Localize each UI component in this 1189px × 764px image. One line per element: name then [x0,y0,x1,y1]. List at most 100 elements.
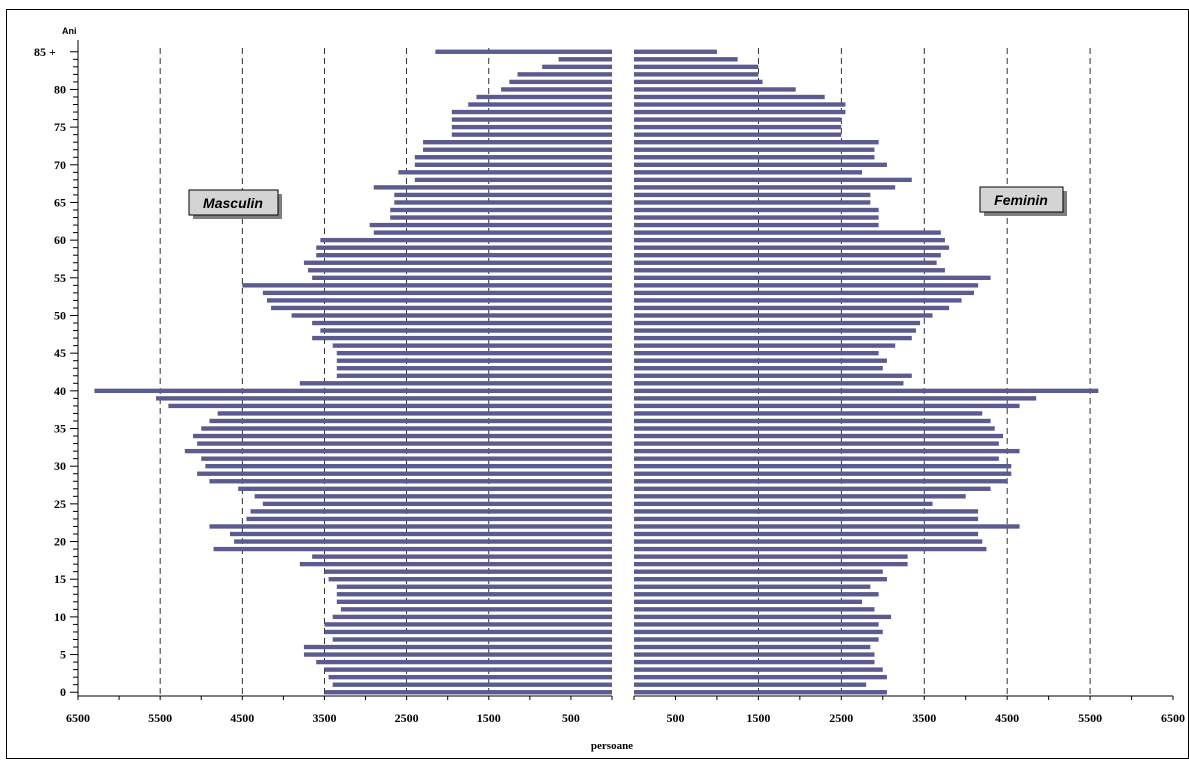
bar-feminin-age-85 [634,49,717,54]
bar-feminin-age-33 [634,441,999,446]
bar-masculin-age-74 [451,132,612,137]
axes: 0 5 10 15 20 25 30 35 40 45 50 55 60 65 70 75 80 85 + 6500… [34,40,1185,725]
bar-feminin-age-20 [634,539,983,544]
bar-masculin-age-57 [303,260,612,265]
x-tick-label-left: 3500 [312,711,336,725]
bar-feminin-age-22 [634,524,1020,529]
bar-feminin-age-76 [634,117,842,122]
bars [94,49,1099,695]
bar-masculin-age-75 [451,124,612,130]
bar-masculin-age-27 [238,486,612,491]
bar-feminin-age-18 [634,554,908,559]
bar-masculin-age-13 [336,592,612,597]
bar-masculin-age-49 [312,320,612,326]
feminin-label-box: Feminin [979,186,1067,216]
bar-feminin-age-9 [634,622,879,627]
bar-masculin-age-19 [213,546,613,552]
y-tick-label: 5 [60,648,66,662]
bar-feminin-age-35 [634,426,995,431]
bar-masculin-age-77 [451,109,612,115]
bar-feminin-age-52 [634,298,962,303]
bar-masculin-age-3 [324,667,612,672]
bar-masculin-age-5 [303,652,612,657]
bar-masculin-age-1 [332,682,612,687]
bar-masculin-age-39 [156,396,613,401]
bar-masculin-age-12 [336,599,612,604]
bar-feminin-age-26 [634,494,966,499]
bar-masculin-age-47 [312,335,612,341]
bar-feminin-age-6 [634,644,871,650]
bar-feminin-age-19 [634,546,987,552]
bar-masculin-age-43 [336,366,612,371]
bar-feminin-age-14 [634,584,871,589]
bar-feminin-age-61 [634,230,941,235]
bar-feminin-age-27 [634,486,991,491]
bar-feminin-age-40 [634,388,1099,394]
bar-masculin-age-72 [423,147,612,152]
bar-masculin-age-14 [336,584,612,589]
bar-feminin-age-31 [634,456,999,461]
x-tick-label-right: 500 [666,711,684,725]
y-tick-label: 65 [54,195,66,209]
bar-masculin-age-34 [193,433,612,439]
bar-masculin-age-35 [201,426,612,431]
y-tick-label: 30 [54,459,66,473]
bar-feminin-age-38 [634,403,1020,409]
bar-masculin-age-69 [398,170,612,175]
x-tick-label-left: 5500 [148,711,172,725]
bar-masculin-age-45 [336,350,612,356]
bar-masculin-age-68 [414,177,612,183]
bar-feminin-age-16 [634,569,883,574]
bar-feminin-age-12 [634,599,863,604]
bar-masculin-age-44 [336,358,612,363]
bar-feminin-age-72 [634,147,875,152]
bar-feminin-age-25 [634,501,933,507]
bar-masculin-age-70 [414,162,612,167]
bar-feminin-age-81 [634,79,763,85]
bar-masculin-age-20 [234,539,613,544]
bar-masculin-age-24 [250,509,612,514]
bar-feminin-age-75 [634,124,842,130]
bar-feminin-age-67 [634,185,896,190]
bar-feminin-age-51 [634,305,950,311]
bar-feminin-age-43 [634,366,883,371]
bar-masculin-age-22 [209,524,612,529]
bar-feminin-age-10 [634,614,892,620]
bar-masculin-age-78 [468,102,612,107]
bar-masculin-age-10 [332,614,612,620]
x-tick-label-left: 500 [562,711,580,725]
bar-feminin-age-45 [634,350,879,356]
bar-feminin-age-56 [634,268,945,273]
bar-feminin-age-30 [634,464,1012,469]
bar-feminin-age-41 [634,381,904,386]
y-tick-label: 75 [54,120,66,134]
bar-feminin-age-70 [634,162,887,167]
y-tick-label: 55 [54,271,66,285]
x-tick-label-left: 4500 [230,711,254,725]
bar-masculin-age-6 [303,644,612,650]
bar-feminin-age-2 [634,674,887,680]
bar-feminin-age-17 [634,561,908,567]
bar-feminin-age-3 [634,667,883,672]
bar-feminin-age-13 [634,592,879,597]
y-tick-label: 40 [54,384,66,398]
bar-feminin-age-39 [634,396,1037,401]
bar-feminin-age-79 [634,94,825,100]
bar-masculin-age-28 [209,479,612,484]
bar-masculin-age-9 [324,622,612,627]
bar-masculin-age-11 [340,607,612,612]
bar-masculin-age-16 [324,569,612,574]
bar-masculin-age-29 [197,471,612,476]
bar-masculin-age-2 [328,674,612,680]
x-tick-label-left: 1500 [477,711,501,725]
bar-feminin-age-44 [634,358,887,363]
bar-masculin-age-82 [517,72,612,77]
bar-masculin-age-52 [266,298,612,303]
bar-masculin-age-4 [316,659,612,665]
bar-masculin-age-84 [558,57,612,62]
bar-feminin-age-55 [634,275,991,280]
bar-masculin-age-7 [332,637,612,642]
bar-masculin-age-8 [324,629,612,635]
